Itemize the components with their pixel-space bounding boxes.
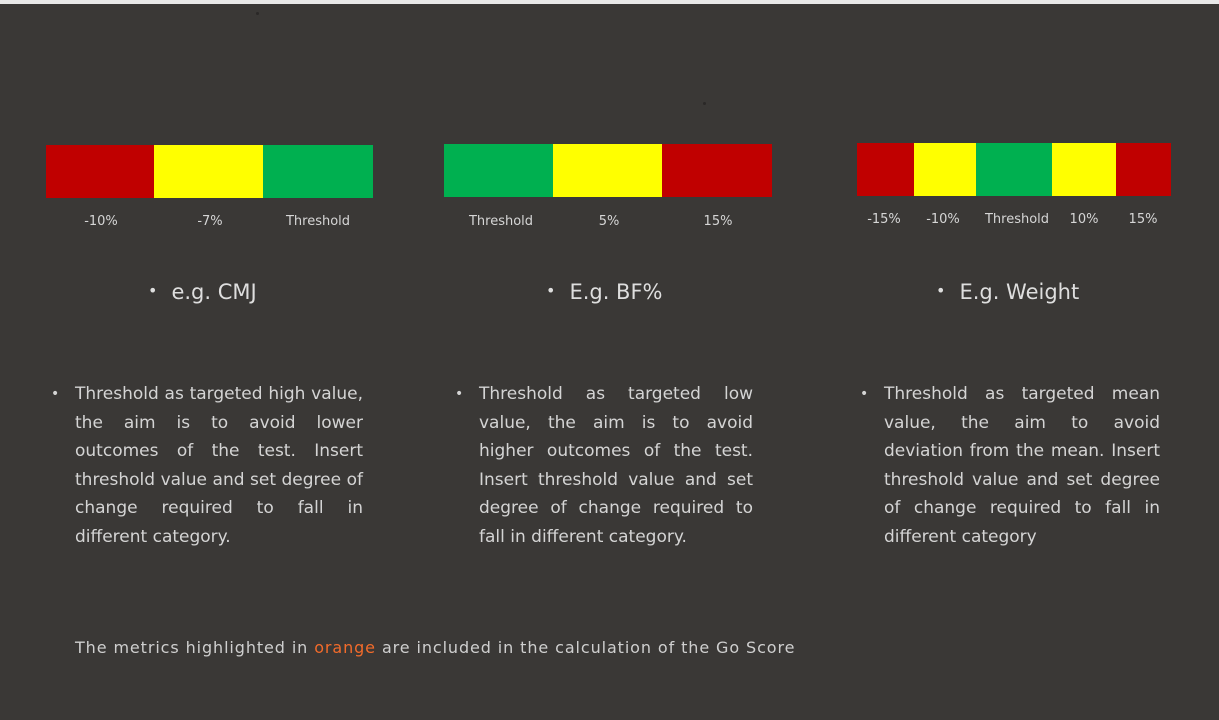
example-bf: • E.g. BF% (546, 280, 663, 304)
decor-dot (703, 102, 706, 105)
scale-label: Threshold (984, 212, 1050, 227)
footer-text-after: are included in the calculation of the G… (381, 638, 796, 657)
scale-bar-bf (444, 144, 772, 197)
segment-green (976, 143, 1052, 196)
example-weight: • E.g. Weight (936, 280, 1079, 304)
segment-yellow (914, 143, 976, 196)
segment-yellow (553, 144, 662, 197)
description-weight: • Threshold as targeted mean value, the … (860, 380, 1160, 552)
description-text: Threshold as targeted mean value, the ai… (884, 384, 1160, 547)
segment-green (444, 144, 553, 197)
decor-dot (256, 12, 259, 15)
bullet-icon: • (936, 281, 946, 300)
description-text: Threshold as targeted high value, the ai… (75, 384, 363, 547)
segment-yellow (1052, 143, 1116, 196)
segment-red (1116, 143, 1171, 196)
scale-label: 5% (598, 214, 620, 229)
segment-green (263, 145, 373, 198)
scale-label: -7% (197, 214, 223, 229)
segment-red (662, 144, 772, 197)
top-border (0, 0, 1219, 4)
footer-text-before: The metrics highlighted in (75, 638, 309, 657)
scale-label: -10% (926, 212, 960, 227)
segment-yellow (154, 145, 263, 198)
bullet-icon: • (51, 386, 60, 402)
example-label: E.g. Weight (959, 280, 1080, 304)
footer-highlight: orange (314, 638, 376, 657)
bullet-icon: • (455, 386, 464, 402)
description-bf: • Threshold as targeted low value, the a… (455, 380, 753, 552)
example-label: e.g. CMJ (171, 280, 257, 304)
scale-bar-weight (857, 143, 1171, 196)
scale-label: -10% (84, 214, 118, 229)
scale-label: 10% (1069, 212, 1099, 227)
footer-note: The metrics highlighted in orange are in… (75, 638, 795, 657)
scale-label: -15% (867, 212, 901, 227)
scale-label: 15% (1128, 212, 1158, 227)
bullet-icon: • (148, 281, 158, 300)
example-cmj: • e.g. CMJ (148, 280, 257, 304)
description-cmj: • Threshold as targeted high value, the … (51, 380, 363, 552)
bullet-icon: • (860, 386, 869, 402)
segment-red (46, 145, 154, 198)
scale-label: Threshold (285, 214, 351, 229)
segment-red (857, 143, 914, 196)
bullet-icon: • (546, 281, 556, 300)
scale-bar-cmj (46, 145, 373, 198)
description-text: Threshold as targeted low value, the aim… (479, 384, 753, 547)
scale-label: 15% (703, 214, 733, 229)
scale-label: Threshold (468, 214, 534, 229)
example-label: E.g. BF% (569, 280, 663, 304)
